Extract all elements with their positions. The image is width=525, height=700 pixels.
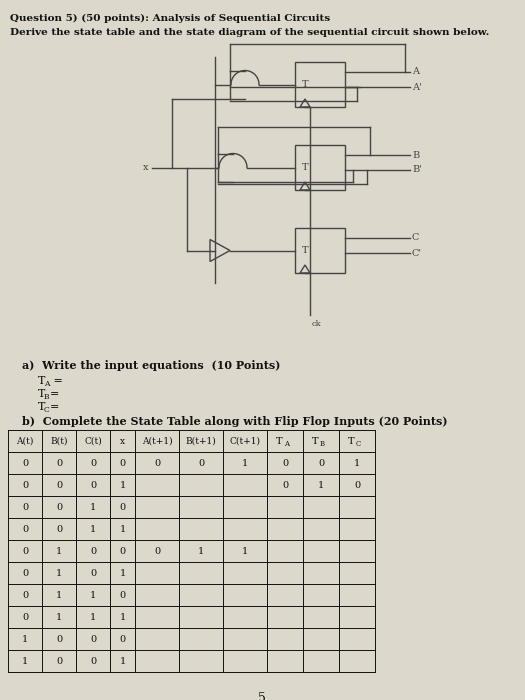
Text: T: T xyxy=(276,437,283,445)
Text: C: C xyxy=(412,234,419,242)
Bar xyxy=(295,62,345,107)
Text: T: T xyxy=(302,163,308,172)
Text: 1: 1 xyxy=(90,524,96,533)
Text: A(t): A(t) xyxy=(16,437,34,445)
Text: B: B xyxy=(44,393,50,401)
Text: x: x xyxy=(120,437,125,445)
Text: A(t+1): A(t+1) xyxy=(142,437,172,445)
Text: b)  Complete the State Table along with Flip Flop Inputs (20 Points): b) Complete the State Table along with F… xyxy=(22,416,447,427)
Text: 1: 1 xyxy=(56,547,62,556)
Text: =: = xyxy=(50,402,59,412)
Text: 0: 0 xyxy=(120,503,125,512)
Text: 1: 1 xyxy=(56,568,62,578)
Text: A': A' xyxy=(412,83,422,92)
Text: 1: 1 xyxy=(56,612,62,622)
Text: C: C xyxy=(356,440,361,448)
Text: B: B xyxy=(320,440,325,448)
Text: 1: 1 xyxy=(119,524,125,533)
Text: 0: 0 xyxy=(22,547,28,556)
Text: 1: 1 xyxy=(90,503,96,512)
Text: 1: 1 xyxy=(119,612,125,622)
Text: 0: 0 xyxy=(90,458,96,468)
Text: C(t): C(t) xyxy=(84,437,102,445)
Text: 0: 0 xyxy=(90,547,96,556)
Text: 0: 0 xyxy=(198,458,204,468)
Text: 0: 0 xyxy=(22,612,28,622)
Text: T: T xyxy=(38,389,45,399)
Text: 1: 1 xyxy=(119,568,125,578)
Text: 0: 0 xyxy=(120,591,125,599)
Text: C': C' xyxy=(412,248,422,258)
Text: 0: 0 xyxy=(318,458,324,468)
Text: 0: 0 xyxy=(56,657,62,666)
Text: 0: 0 xyxy=(282,480,288,489)
Text: 0: 0 xyxy=(154,458,160,468)
Text: 1: 1 xyxy=(22,634,28,643)
Text: 1: 1 xyxy=(242,547,248,556)
Text: 0: 0 xyxy=(56,458,62,468)
Text: 1: 1 xyxy=(354,458,360,468)
Text: 1: 1 xyxy=(119,657,125,666)
Text: a)  Write the input equations  (10 Points): a) Write the input equations (10 Points) xyxy=(22,360,280,371)
Bar xyxy=(295,145,345,190)
Text: A: A xyxy=(44,380,49,388)
Text: 0: 0 xyxy=(56,634,62,643)
Text: 0: 0 xyxy=(22,458,28,468)
Text: T: T xyxy=(38,376,45,386)
Text: 0: 0 xyxy=(90,480,96,489)
Text: 0: 0 xyxy=(90,568,96,578)
Text: 1: 1 xyxy=(90,591,96,599)
Text: 1: 1 xyxy=(318,480,324,489)
Text: Question 5) (50 points): Analysis of Sequential Circuits: Question 5) (50 points): Analysis of Seq… xyxy=(10,14,330,23)
Text: 0: 0 xyxy=(22,503,28,512)
Text: 0: 0 xyxy=(22,524,28,533)
Text: =: = xyxy=(50,389,59,399)
Text: ck: ck xyxy=(312,320,322,328)
Text: T: T xyxy=(349,437,355,445)
Text: 0: 0 xyxy=(22,591,28,599)
Text: 0: 0 xyxy=(120,458,125,468)
Text: 0: 0 xyxy=(56,524,62,533)
Text: C: C xyxy=(44,406,50,414)
Text: A: A xyxy=(284,440,289,448)
Text: 0: 0 xyxy=(282,458,288,468)
Text: 1: 1 xyxy=(119,480,125,489)
Text: =: = xyxy=(50,376,63,386)
Text: B': B' xyxy=(412,165,422,174)
Text: 0: 0 xyxy=(154,547,160,556)
Text: 0: 0 xyxy=(120,547,125,556)
Text: 0: 0 xyxy=(120,634,125,643)
Text: 0: 0 xyxy=(56,503,62,512)
Text: T: T xyxy=(302,246,308,255)
Text: T: T xyxy=(38,402,45,412)
Text: 0: 0 xyxy=(90,634,96,643)
Text: B: B xyxy=(412,150,419,160)
Text: 0: 0 xyxy=(90,657,96,666)
Text: 0: 0 xyxy=(354,480,360,489)
Text: 1: 1 xyxy=(56,591,62,599)
Text: 0: 0 xyxy=(22,568,28,578)
Text: 1: 1 xyxy=(198,547,204,556)
Text: 1: 1 xyxy=(22,657,28,666)
Text: T: T xyxy=(312,437,319,445)
Bar xyxy=(295,228,345,273)
Text: Derive the state table and the state diagram of the sequential circuit shown bel: Derive the state table and the state dia… xyxy=(10,28,489,37)
Text: C(t+1): C(t+1) xyxy=(229,437,260,445)
Text: 0: 0 xyxy=(56,480,62,489)
Text: 5: 5 xyxy=(258,692,266,700)
Text: 1: 1 xyxy=(90,612,96,622)
Text: B(t+1): B(t+1) xyxy=(186,437,216,445)
Text: B(t): B(t) xyxy=(50,437,68,445)
Text: T: T xyxy=(302,80,308,89)
Text: 1: 1 xyxy=(242,458,248,468)
Text: A: A xyxy=(412,67,419,76)
Text: x: x xyxy=(142,163,148,172)
Text: 0: 0 xyxy=(22,480,28,489)
